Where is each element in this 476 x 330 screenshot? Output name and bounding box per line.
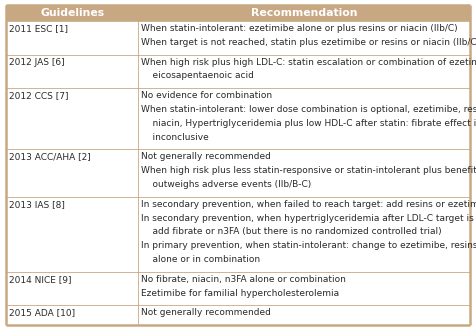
Text: Not generally recommended: Not generally recommended — [141, 152, 271, 161]
Text: 2011 ESC [1]: 2011 ESC [1] — [9, 24, 68, 33]
Text: Not generally recommended: Not generally recommended — [141, 309, 271, 317]
Text: Guidelines: Guidelines — [40, 8, 104, 18]
Text: 2015 ADA [10]: 2015 ADA [10] — [9, 309, 75, 317]
Text: In secondary prevention, when failed to reach target: add resins or ezetimibe: In secondary prevention, when failed to … — [141, 200, 476, 209]
Text: When target is not reached, statin plus ezetimibe or resins or niacin (IIb/C): When target is not reached, statin plus … — [141, 38, 476, 47]
Text: Recommendation: Recommendation — [251, 8, 357, 18]
Text: No fibrate, niacin, n3FA alone or combination: No fibrate, niacin, n3FA alone or combin… — [141, 275, 346, 284]
Text: 2013 ACC/AHA [2]: 2013 ACC/AHA [2] — [9, 152, 91, 161]
Text: 2014 NICE [9]: 2014 NICE [9] — [9, 275, 71, 284]
Text: eicosapentaenoic acid: eicosapentaenoic acid — [141, 71, 254, 81]
Text: inconclusive: inconclusive — [141, 133, 209, 142]
Text: alone or in combination: alone or in combination — [141, 255, 260, 264]
Text: niacin, Hypertriglyceridemia plus low HDL-C after statin: fibrate effect is: niacin, Hypertriglyceridemia plus low HD… — [141, 119, 476, 128]
Text: 2013 IAS [8]: 2013 IAS [8] — [9, 200, 65, 209]
Text: Ezetimibe for familial hypercholesterolemia: Ezetimibe for familial hypercholesterole… — [141, 289, 339, 298]
Text: In primary prevention, when statin-intolerant: change to ezetimibe, resins, niac: In primary prevention, when statin-intol… — [141, 241, 476, 250]
Text: When high risk plus less statin-responsive or statin-intolerant plus benefit: When high risk plus less statin-responsi… — [141, 166, 476, 175]
Text: add fibrate or n3FA (but there is no randomized controlled trial): add fibrate or n3FA (but there is no ran… — [141, 227, 442, 237]
Text: No evidence for combination: No evidence for combination — [141, 91, 272, 100]
Text: When statin-intolerant: lower dose combination is optional, ezetimibe, resins,: When statin-intolerant: lower dose combi… — [141, 105, 476, 114]
Text: When statin-intolerant: ezetimibe alone or plus resins or niacin (IIb/C): When statin-intolerant: ezetimibe alone … — [141, 24, 458, 33]
Text: When high risk plus high LDL-C: statin escalation or combination of ezetimibe or: When high risk plus high LDL-C: statin e… — [141, 57, 476, 67]
Text: 2012 CCS [7]: 2012 CCS [7] — [9, 91, 69, 100]
Text: 2012 JAS [6]: 2012 JAS [6] — [9, 57, 65, 67]
Text: In secondary prevention, when hypertriglyceridemia after LDL-C target is reached: In secondary prevention, when hypertrigl… — [141, 214, 476, 223]
Text: outweighs adverse events (IIb/B-C): outweighs adverse events (IIb/B-C) — [141, 180, 311, 189]
Bar — [6, 5, 470, 21]
